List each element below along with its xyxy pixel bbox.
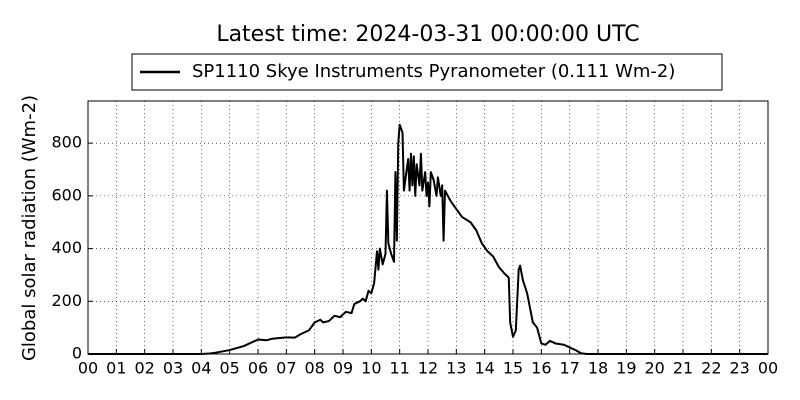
x-tick-label: 12 xyxy=(418,359,438,378)
x-tick-label: 22 xyxy=(701,359,721,378)
x-tick-label: 10 xyxy=(361,359,381,378)
x-tick-label: 05 xyxy=(219,359,239,378)
x-tick-label: 03 xyxy=(163,359,183,378)
x-tick-label: 19 xyxy=(616,359,636,378)
x-tick-label: 13 xyxy=(446,359,466,378)
x-tick-label: 15 xyxy=(503,359,523,378)
x-tick-label: 00 xyxy=(758,359,778,378)
y-tick-label: 200 xyxy=(51,291,82,310)
y-tick-label: 0 xyxy=(72,344,82,363)
x-tick-label: 00 xyxy=(78,359,98,378)
x-tick-label: 17 xyxy=(559,359,579,378)
y-tick-label: 600 xyxy=(51,185,82,204)
y-tick-label: 400 xyxy=(51,238,82,257)
x-tick-label: 21 xyxy=(673,359,693,378)
x-tick-label: 02 xyxy=(134,359,154,378)
plot-frame xyxy=(87,100,769,355)
y-tick-label: 800 xyxy=(51,133,82,152)
x-tick-label: 01 xyxy=(106,359,126,378)
legend-box xyxy=(131,53,723,91)
x-tick-label: 23 xyxy=(729,359,749,378)
x-tick-label: 09 xyxy=(333,359,353,378)
x-tick-label: 18 xyxy=(588,359,608,378)
x-tick-label: 08 xyxy=(304,359,324,378)
x-tick-label: 20 xyxy=(644,359,664,378)
y-axis-label: Global solar radiation (Wm-2) xyxy=(19,95,40,361)
x-tick-label: 06 xyxy=(248,359,268,378)
x-tick-label: 04 xyxy=(191,359,211,378)
x-tick-label: 16 xyxy=(531,359,551,378)
legend-label: SP1110 Skye Instruments Pyranometer (0.1… xyxy=(192,61,675,82)
data-line xyxy=(88,123,768,355)
x-tick-label: 07 xyxy=(276,359,296,378)
chart-title: Latest time: 2024-03-31 00:00:00 UTC xyxy=(216,22,639,47)
x-tick-label: 14 xyxy=(474,359,494,378)
x-tick-label: 11 xyxy=(389,359,409,378)
